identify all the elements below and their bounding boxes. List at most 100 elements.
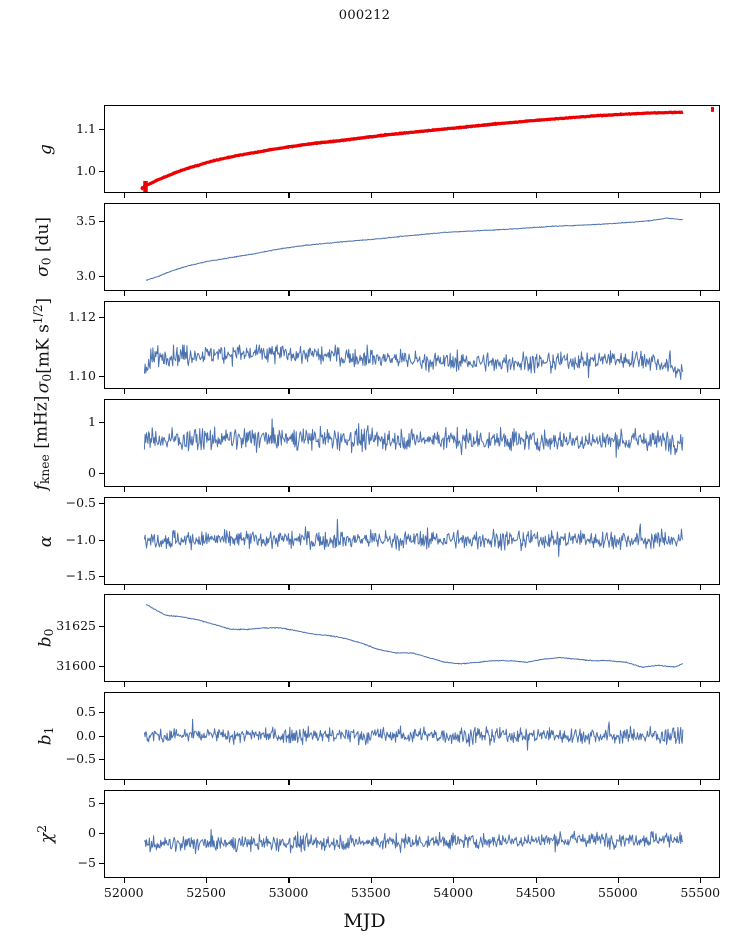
series-fknee xyxy=(143,418,684,458)
x-tick-mark xyxy=(617,291,619,296)
plot-panel-sigma0-du xyxy=(104,203,720,291)
y-tick-label: −1.5 xyxy=(65,567,96,583)
x-tick-mark xyxy=(370,682,372,687)
y-tick-label: 0 xyxy=(88,464,96,480)
x-tick-mark xyxy=(700,487,702,492)
x-tick-mark xyxy=(206,682,208,687)
y-tick-mark xyxy=(99,832,104,834)
plot-panel-b1 xyxy=(104,692,720,780)
x-tick-label: 55500 xyxy=(680,885,721,900)
y-tick-label: 3.5 xyxy=(76,212,96,228)
x-tick-label: 54000 xyxy=(433,885,474,900)
x-tick-mark xyxy=(370,780,372,785)
x-tick-mark xyxy=(453,487,455,492)
x-tick-mark xyxy=(535,682,537,687)
y-tick-label: 0.5 xyxy=(76,703,96,719)
x-tick-mark xyxy=(700,878,702,883)
y-axis-label-chi2: χ2 xyxy=(35,825,58,844)
x-tick-mark xyxy=(617,780,619,785)
y-tick-mark xyxy=(99,666,104,668)
x-tick-mark xyxy=(535,585,537,590)
plot-panel-b0 xyxy=(104,594,720,682)
y-tick-label: 1 xyxy=(88,413,96,429)
y-tick-mark xyxy=(99,502,104,504)
y-tick-mark xyxy=(99,129,104,131)
x-tick-mark xyxy=(123,487,125,492)
x-tick-mark xyxy=(206,389,208,394)
y-tick-label: 31625 xyxy=(56,617,96,633)
y-tick-mark xyxy=(99,712,104,714)
y-tick-mark xyxy=(99,862,104,864)
x-tick-mark xyxy=(206,780,208,785)
y-tick-label: 1.0 xyxy=(76,162,96,178)
y-tick-label: 3.0 xyxy=(76,267,96,283)
plot-panel-gain xyxy=(104,105,720,193)
x-tick-mark xyxy=(123,389,125,394)
x-tick-mark xyxy=(123,585,125,590)
x-tick-mark xyxy=(535,487,537,492)
y-tick-label: −1.0 xyxy=(65,531,96,547)
x-tick-mark xyxy=(288,389,290,394)
y-tick-label: 0.0 xyxy=(76,727,96,743)
x-tick-mark xyxy=(370,878,372,883)
x-tick-label: 53500 xyxy=(350,885,391,900)
x-tick-mark xyxy=(288,193,290,198)
y-axis-label-gain: g xyxy=(35,143,56,155)
x-tick-mark xyxy=(453,878,455,883)
x-tick-mark xyxy=(123,780,125,785)
y-tick-mark xyxy=(99,275,104,277)
x-tick-mark xyxy=(288,585,290,590)
y-tick-mark xyxy=(99,220,104,222)
plot-panel-fknee xyxy=(104,399,720,487)
y-tick-label: −0.5 xyxy=(65,494,96,510)
x-tick-mark xyxy=(288,682,290,687)
x-tick-label: 52000 xyxy=(103,885,144,900)
x-tick-mark xyxy=(453,780,455,785)
gain-outlier-marker xyxy=(143,180,148,192)
x-tick-mark xyxy=(206,291,208,296)
y-axis-label-b0: b0 xyxy=(34,628,56,648)
series-b1 xyxy=(143,718,684,751)
series-sigma0_du xyxy=(145,217,683,281)
x-tick-mark xyxy=(370,291,372,296)
gain-endpoint-marker xyxy=(711,106,715,112)
y-axis-label-sigma0-mks: σ0[mK s1/2] xyxy=(30,297,54,393)
y-tick-mark xyxy=(99,626,104,628)
x-tick-mark xyxy=(288,878,290,883)
x-tick-mark xyxy=(123,878,125,883)
x-tick-mark xyxy=(453,389,455,394)
y-tick-mark xyxy=(99,576,104,578)
x-tick-mark xyxy=(700,585,702,590)
x-tick-label: 53000 xyxy=(268,885,309,900)
x-tick-mark xyxy=(700,682,702,687)
y-tick-label: 5 xyxy=(88,794,96,810)
x-tick-mark xyxy=(206,193,208,198)
y-axis-label-sigma0-du: σ0 [du] xyxy=(32,217,54,277)
y-axis-label-alpha: α xyxy=(35,535,56,547)
x-tick-mark xyxy=(206,585,208,590)
x-tick-mark xyxy=(700,193,702,198)
plot-panel-alpha xyxy=(104,497,720,585)
y-tick-mark xyxy=(99,735,104,737)
y-tick-label: 1.1 xyxy=(76,121,96,137)
x-tick-mark xyxy=(617,682,619,687)
y-tick-label: 0 xyxy=(88,824,96,840)
y-tick-mark xyxy=(99,421,104,423)
y-tick-mark xyxy=(99,539,104,541)
series-sigma0_mks xyxy=(143,344,684,380)
x-axis-label: MJD xyxy=(343,910,386,932)
x-tick-mark xyxy=(453,291,455,296)
x-tick-mark xyxy=(453,193,455,198)
x-tick-label: 54500 xyxy=(515,885,556,900)
x-tick-mark xyxy=(617,193,619,198)
series-gain xyxy=(140,111,684,188)
x-tick-mark xyxy=(700,389,702,394)
plot-panel-sigma0-mks xyxy=(104,301,720,389)
y-tick-label: −5 xyxy=(77,854,96,870)
series-alpha xyxy=(143,518,684,557)
x-tick-label: 55000 xyxy=(597,885,638,900)
x-tick-mark xyxy=(123,193,125,198)
x-tick-mark xyxy=(617,389,619,394)
x-tick-mark xyxy=(370,193,372,198)
y-tick-mark xyxy=(99,758,104,761)
